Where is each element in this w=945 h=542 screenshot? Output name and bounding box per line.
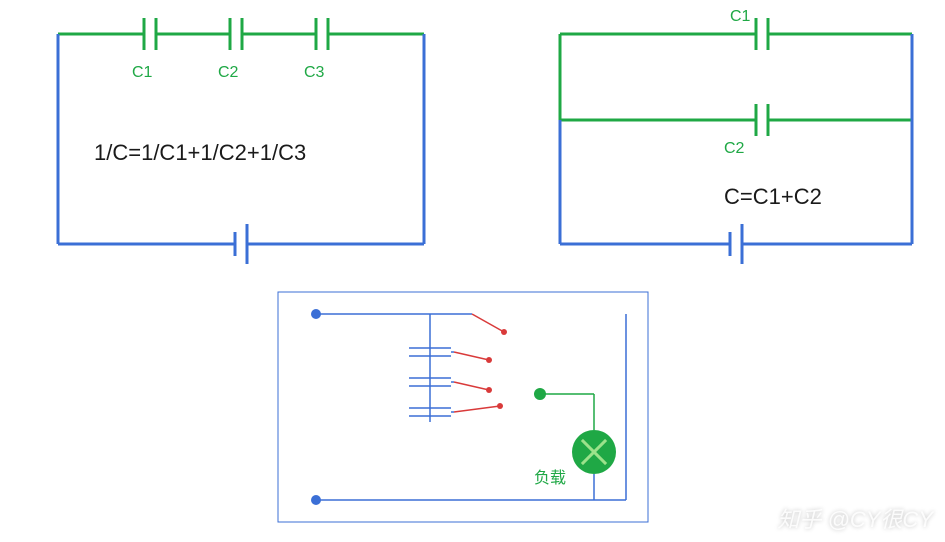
right-formula: C=C1+C2 (724, 184, 822, 210)
left-formula: 1/C=1/C1+1/C2+1/C3 (94, 140, 306, 166)
right-c2-label: C2 (724, 140, 744, 158)
left-c3-label: C3 (304, 64, 324, 82)
left-c1-label: C1 (132, 64, 152, 82)
load-label: 负载 (534, 464, 566, 488)
right-c1-label: C1 (730, 8, 750, 26)
left-c2-label: C2 (218, 64, 238, 82)
watermark: 知乎 @CY很CY (777, 502, 933, 534)
